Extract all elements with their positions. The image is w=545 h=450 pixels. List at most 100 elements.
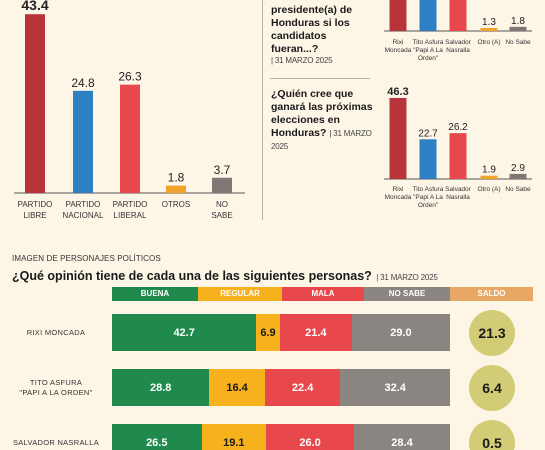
question2-date-a: 31 MARZO [333,129,372,138]
question1-date-text: 31 MARZO 2025 [274,56,333,65]
saldo-circle: 0.5 [469,420,515,450]
chart-left-category-label: NACIONAL [63,211,104,220]
header-saldo: SALDO [450,287,533,301]
opinion-segment: 26.5 [112,424,202,450]
chart-bar [389,0,407,31]
chart-value-label: 1.9 [482,165,496,176]
chart-category-label: Rixi [393,186,404,193]
opinion-segment: 16.4 [209,369,265,406]
saldo-circle: 6.4 [469,365,515,411]
chart-left-value-label: 24.8 [71,76,95,90]
chart-left-value-label: 1.8 [168,171,185,185]
section-label: IMAGEN DE PERSONAJES POLÍTICOS [12,254,161,263]
opinion-segment: 29.0 [351,314,450,351]
chart-category-label: Otro (A) [477,39,500,46]
chart-value-label: 46.3 [387,86,408,98]
chart-left-value-label: 26.3 [118,70,142,84]
header-no-sabe: NO SABE [364,287,450,301]
chart-left-category-label: PARTIDO [18,200,53,209]
chart-bar [509,173,527,179]
opinion-row-label-line: SALVADOR NASRALLA [12,437,100,447]
chart-category-label: Nasralla [446,47,470,54]
chart-category-label: Rixi [393,39,404,46]
header-regular: REGULAR [198,287,282,301]
question2-date-b: 2025 [271,142,288,151]
chart-value-label: 2.9 [511,163,525,174]
question2-line: Honduras? | 31 MARZO [271,127,381,140]
opinion-row-label: SALVADOR NASRALLA [0,438,112,448]
chart-bar [419,139,437,179]
chart-bar [389,97,407,179]
opinion-segment: 21.4 [279,314,352,351]
opinion-row-label: RIXI MONCADA [0,328,112,338]
section-date: | 31 MARZO 2025 [376,273,438,282]
chart-bar [480,175,498,179]
opinion-segment: 26.0 [266,424,354,450]
header-buena: BUENA [112,287,198,301]
opinion-row-label-line: TITO ASFURA [29,377,83,387]
question2-date: | 31 MARZO [329,129,372,138]
chart-left-category-label: SABE [211,211,232,220]
chart-bar [449,0,467,31]
chart-left-bar [212,177,232,193]
chart-category-label: Orden" [418,55,439,62]
chart-category-label: Salvador [445,39,471,46]
chart-bar [509,26,527,31]
opinion-segment: 6.9 [256,314,280,351]
opinion-segment: 19.1 [201,424,267,450]
section-date-text: 31 MARZO 2025 [380,273,438,282]
question2-line: ¿Quién cree que [271,88,354,100]
opinion-segment: 28.4 [354,424,450,450]
chart-bar [480,28,498,31]
chart-category-label: Tito Asfura [413,39,444,46]
opinion-row-label-line: "PAPI A LA ORDEN" [19,387,93,397]
chart-value-label: 22.7 [418,128,438,139]
chart-left-category-label: LIBRE [23,211,46,220]
chart-party-vote: 43.4 PARTIDO LIBRE 24.8 PARTIDO NACIONAL 26.3 P… [14,0,245,220]
opinion-segment: 42.7 [112,314,257,351]
divider-right-top [270,78,370,79]
question1-date: | 31 MARZO 2025 [271,56,333,65]
chart-category-label: Tito Asfura [413,186,444,193]
section-question-row: ¿Qué opinión tiene de cada una de las si… [12,267,438,285]
question2-line: ganará las próximas [271,101,373,113]
header-mala: MALA [282,287,364,301]
chart-left-bar [166,185,186,193]
question1-line: candidatos fueran...? [271,30,327,55]
chart-category-label: Orden" [418,202,439,209]
chart-bar [449,133,467,179]
chart-left-bar [120,84,140,193]
chart-left-category-label: OTROS [162,200,190,209]
question1-title: presidente(a) de Honduras si los candida… [271,4,376,56]
chart-value-label: 1.8 [511,16,525,27]
chart-value-label: 1.3 [482,17,496,28]
chart-category-label: Moncada [385,47,412,54]
chart-left-bar [25,14,45,193]
chart-category-label: No Sabe [505,39,531,46]
chart-left-value-label: 43.4 [21,0,48,13]
chart-bar [419,0,437,31]
chart-category-label: Moncada [385,194,412,201]
opinion-row-label-line: RIXI MONCADA [26,327,86,337]
opinion-row-label: TITO ASFURA "PAPI A LA ORDEN" [0,378,112,398]
question2-title: ¿Quién cree que ganará las próximas elec… [271,88,381,153]
question2-line: Honduras? [271,127,327,139]
saldo-circle: 21.3 [469,310,515,356]
question2-line: elecciones en [271,114,340,126]
chart-left-category-label: LIBERAL [114,211,147,220]
chart-category-label: Nasralla [446,194,470,201]
chart-left-bar [73,90,93,193]
section-question: ¿Qué opinión tiene de cada una de las si… [12,269,372,283]
chart-left-value-label: 3.7 [214,163,231,177]
divider-vertical [262,0,263,220]
chart-left-category-label: PARTIDO [66,200,101,209]
chart-category-label: Salvador [445,186,471,193]
chart-category-label: Otro (A) [477,186,500,193]
chart-category-label: "Papi A La [413,47,443,54]
question1-line: presidente(a) de [271,4,353,16]
chart-category-label: "Papi A La [413,194,443,201]
opinion-segment: 22.4 [264,369,341,406]
opinion-segment: 32.4 [340,369,450,406]
question1-line: Honduras si los [271,17,350,29]
